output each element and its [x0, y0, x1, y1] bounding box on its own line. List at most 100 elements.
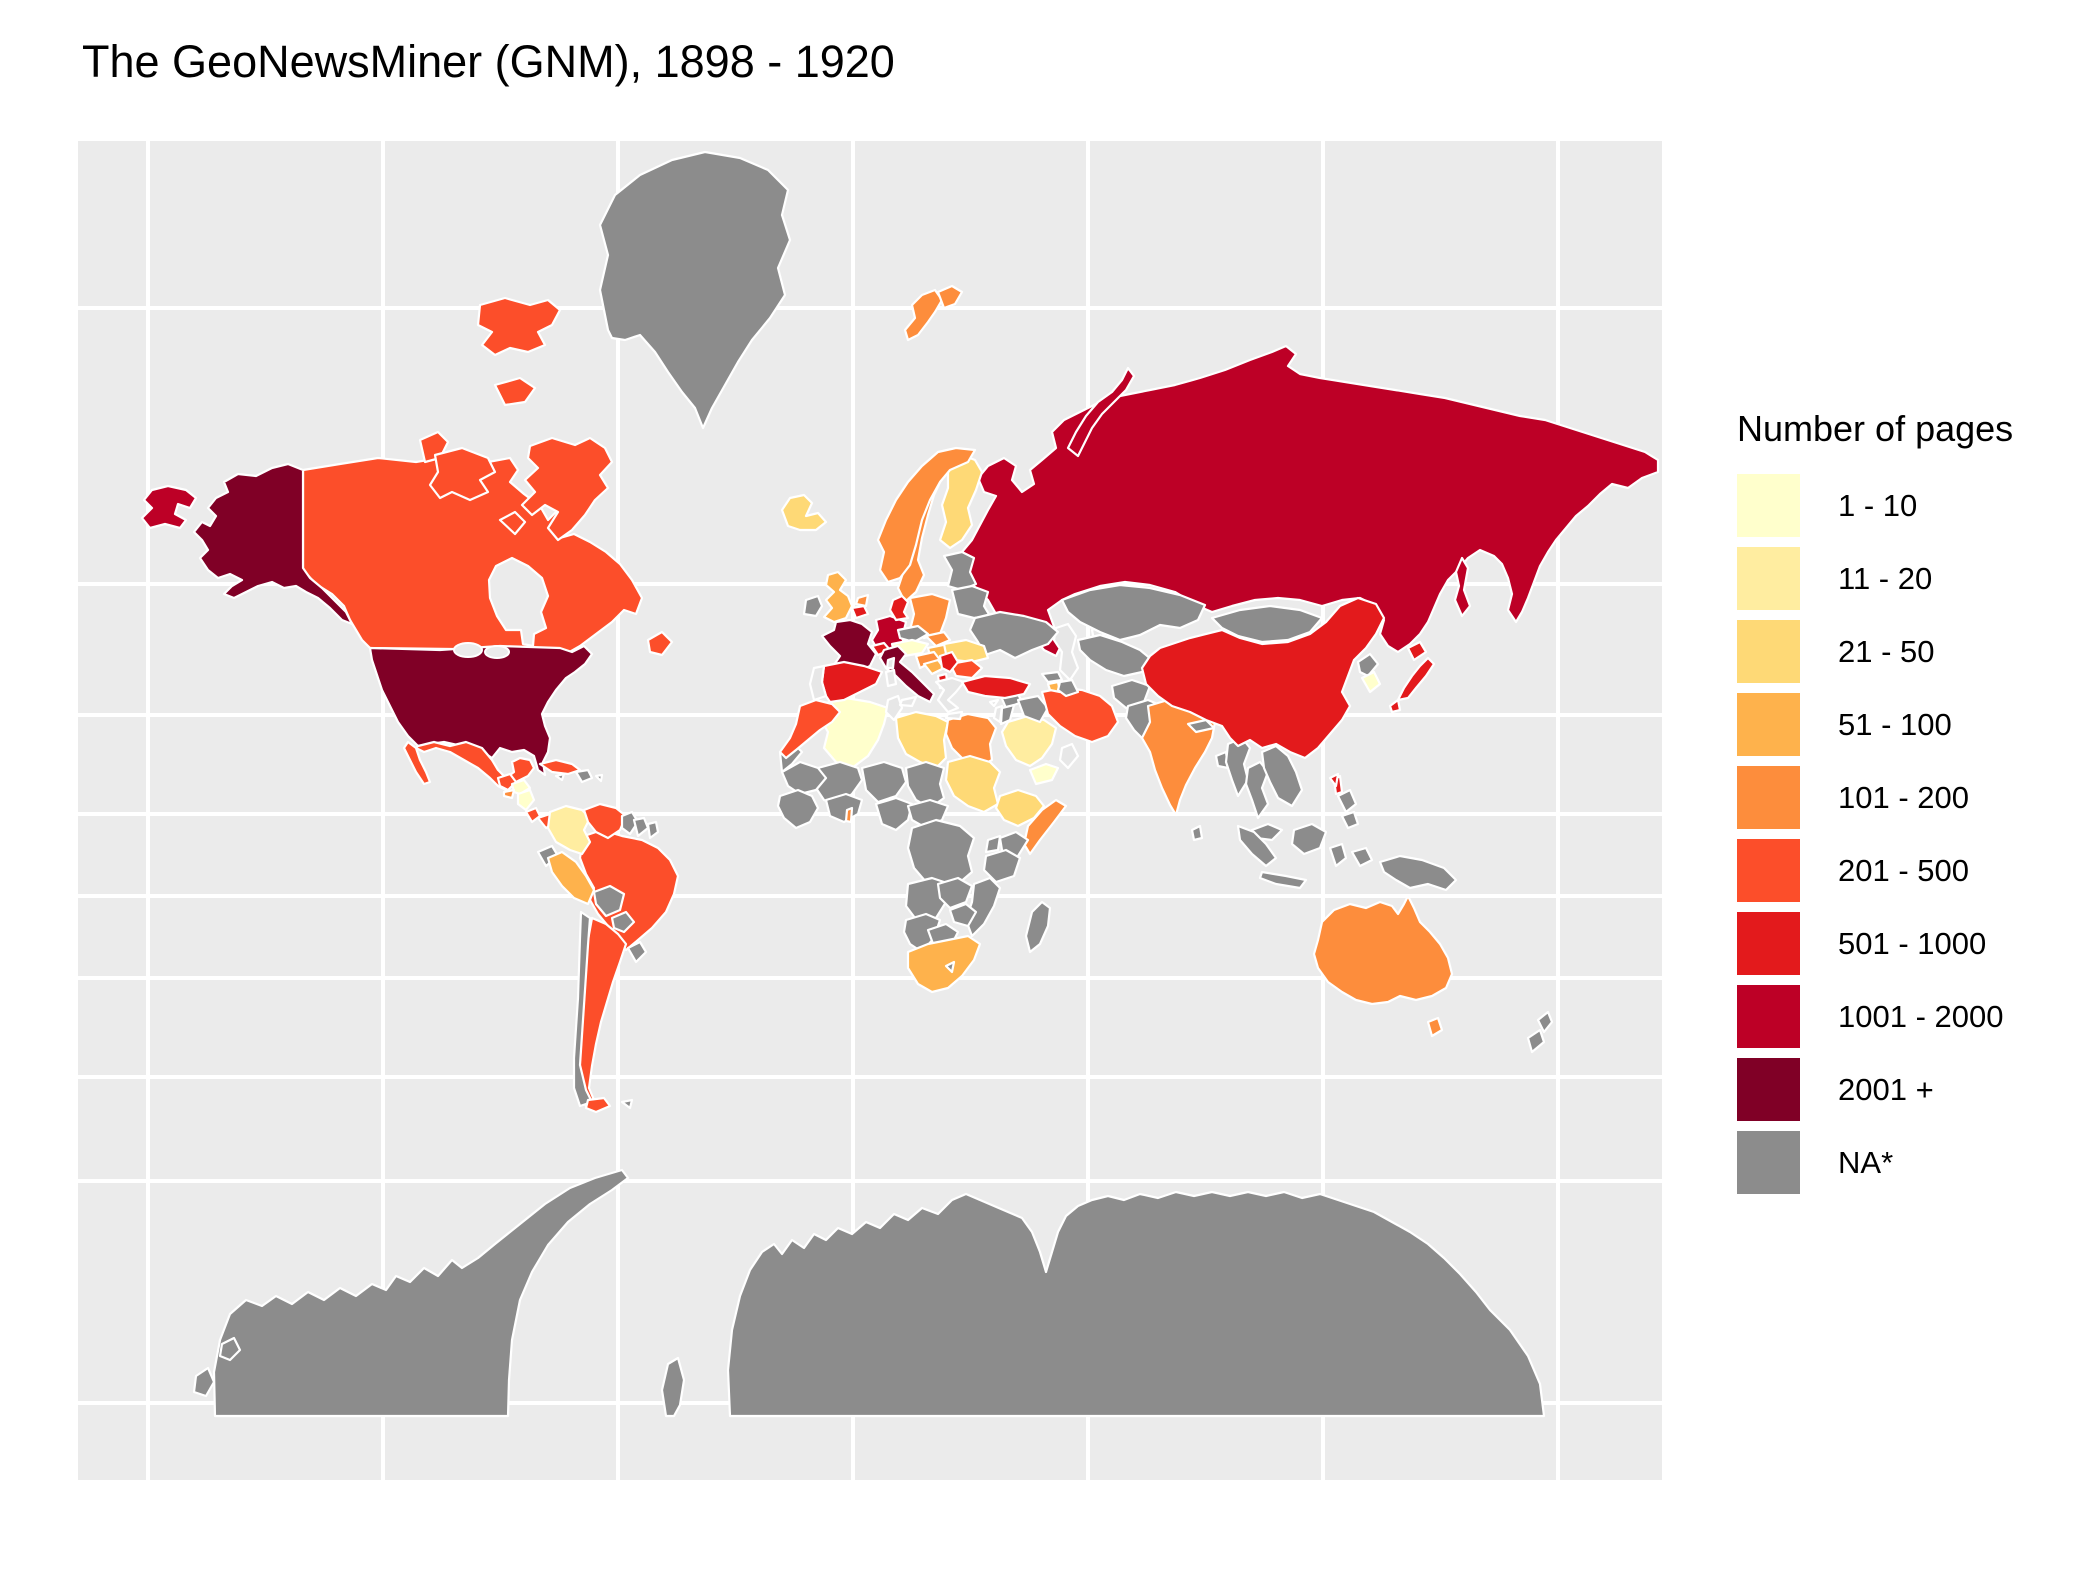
country-south-africa: [906, 934, 982, 994]
country-crete: [944, 710, 964, 721]
country-iran: [1040, 686, 1120, 744]
country-nepal: [1186, 718, 1216, 734]
country-chad: [904, 760, 946, 810]
legend-label: 2001 +: [1838, 1071, 1934, 1107]
legend-item: 1001 - 2000: [1737, 985, 2097, 1048]
country-uganda: [984, 834, 1002, 854]
country-sardinia: [884, 668, 898, 688]
country-taiwan: [1328, 772, 1340, 788]
country-egypt: [944, 712, 998, 768]
legend-swatch: [1737, 1058, 1800, 1121]
country-tunisia: [884, 694, 904, 722]
country-finland: [938, 453, 984, 550]
country-north-korea: [1356, 652, 1380, 678]
country-cyprus: [988, 698, 1000, 708]
legend-label: 1 - 10: [1838, 487, 1918, 523]
country-canada-newfoundland: [646, 630, 674, 657]
country-ireland: [802, 594, 824, 618]
country-cuba: [538, 758, 582, 776]
country-falklands: [620, 1098, 634, 1110]
country-zimbabwe: [948, 902, 978, 928]
country-puerto-rico: [594, 773, 604, 783]
legend-item: NA*: [1737, 1131, 2097, 1194]
great-lake-1: [453, 642, 483, 658]
country-borneo: [1290, 822, 1328, 856]
legend-label: 21 - 50: [1838, 633, 1935, 669]
country-sumatra: [1236, 824, 1278, 868]
country-jordan: [999, 703, 1016, 726]
country-south-korea: [1360, 670, 1382, 694]
legend-item: 201 - 500: [1737, 839, 2097, 902]
world-map: [78, 141, 1662, 1480]
country-indochina: [1260, 744, 1304, 808]
legend-item: 101 - 200: [1737, 766, 2097, 829]
country-serbia: [938, 650, 960, 674]
country-russia-sakhalin: [1453, 556, 1472, 618]
country-antarctica-west: [212, 1168, 630, 1418]
country-togo: [844, 806, 854, 824]
legend: Number of pages 1 - 10 11 - 20 21 - 50 51 -…: [1737, 408, 2097, 1204]
country-oman: [1058, 742, 1080, 770]
legend-swatch: [1737, 547, 1800, 610]
country-georgia: [1040, 670, 1064, 684]
country-canada-devon: [493, 376, 537, 407]
legend-title: Number of pages: [1737, 408, 2014, 449]
country-japan-kyushu: [1388, 698, 1402, 714]
country-mauritania: [780, 760, 828, 796]
world-map-panel: [78, 141, 1662, 1480]
legend-swatch: [1737, 766, 1800, 829]
country-zambia: [936, 876, 974, 910]
legend-item: 501 - 1000: [1737, 912, 2097, 975]
country-sri-lanka: [1190, 824, 1204, 842]
country-canada-baffin: [520, 436, 614, 542]
country-argentina-tdf: [584, 1096, 612, 1114]
hudson-bay-water: [487, 556, 550, 648]
country-el-salvador: [502, 788, 516, 800]
legend-swatch: [1737, 912, 1800, 975]
country-canada-victoria: [428, 446, 497, 502]
legend-item: 1 - 10: [1737, 474, 2097, 537]
country-israel: [992, 704, 1004, 724]
country-iraq: [1016, 694, 1050, 724]
legend-swatch: [1737, 985, 1800, 1048]
country-netherlands: [854, 593, 870, 608]
country-denmark: [888, 594, 910, 622]
country-nicaragua: [516, 788, 536, 812]
country-sulawesi: [1328, 842, 1348, 868]
great-lake-2: [484, 645, 510, 659]
country-canada: [301, 454, 644, 664]
country-australia-tasmania: [1426, 1016, 1444, 1038]
legend-label: 501 - 1000: [1838, 925, 1987, 961]
country-usa-alaska: [192, 462, 354, 626]
country-greece: [934, 676, 966, 714]
legend-label: 101 - 200: [1838, 779, 1969, 815]
country-south-georgia: [660, 1356, 686, 1418]
country-ph-islands-2: [1340, 810, 1360, 830]
legend-swatch: [1737, 474, 1800, 537]
country-new-guinea: [1378, 854, 1458, 892]
country-norway: [876, 446, 977, 584]
legend-label: 51 - 100: [1838, 706, 1952, 742]
country-somalia: [1022, 798, 1068, 856]
legend-item: 11 - 20: [1737, 547, 2097, 610]
country-nigeria: [874, 796, 914, 832]
country-kazakhstan: [1060, 583, 1207, 642]
legend-label: 1001 - 2000: [1838, 998, 2004, 1034]
country-hispaniola: [574, 768, 594, 784]
country-moluccas: [1350, 846, 1374, 868]
country-yemen: [1028, 762, 1060, 786]
country-united-kingdom: [822, 570, 854, 624]
countries: [140, 150, 1660, 1418]
country-tanzania: [982, 848, 1022, 884]
country-russia-novaya-zemlya: [1066, 366, 1136, 458]
country-norway-svalbard-2: [936, 284, 964, 310]
country-java: [1258, 870, 1308, 890]
country-niger: [860, 760, 908, 804]
country-russia-chukotka: [140, 484, 198, 530]
legend-items: 1 - 10 11 - 20 21 - 50 51 - 100 101 - 200 201…: [1737, 474, 2097, 1194]
country-belgium: [850, 604, 870, 620]
country-bolivia: [592, 884, 626, 918]
country-uruguay: [626, 940, 648, 964]
country-corsica: [885, 656, 896, 670]
country-guyana: [620, 810, 640, 836]
